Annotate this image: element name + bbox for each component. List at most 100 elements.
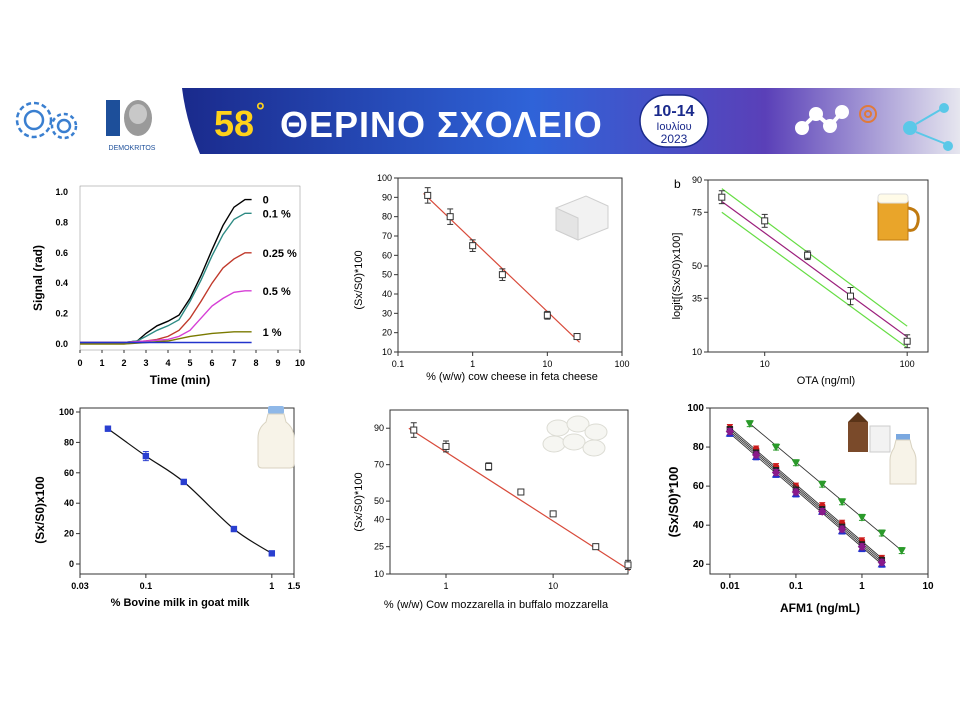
dairy-products-icon (848, 412, 917, 485)
x-tick-label: 100 (614, 359, 629, 369)
data-point (543, 311, 551, 319)
logo-caption: DEMOKRITOS (109, 145, 156, 152)
x-tick-label: 8 (253, 358, 258, 368)
series-annotation: 0.5 % (263, 286, 291, 298)
ylabel-signal: Signal (rad) (31, 245, 45, 311)
y-tick-label: 60 (64, 468, 74, 478)
data-point (837, 498, 847, 506)
data-point (442, 442, 450, 450)
ylabel-feta: (Sx/S0)*100 (353, 250, 365, 309)
y-tick-label: 70 (382, 231, 392, 241)
x-tick-label: 6 (209, 358, 214, 368)
y-tick-label: 25 (374, 542, 384, 552)
beer-mug-icon (877, 193, 920, 241)
gear-icon (859, 105, 877, 123)
y-tick-label: 50 (374, 496, 384, 506)
xlabel-bovine: % Bovine milk in goat milk (111, 597, 251, 609)
y-tick-label: 35 (692, 293, 702, 303)
gears-logo (15, 101, 78, 140)
y-tick-label: 75 (692, 207, 702, 217)
chart-afm1: 0.01 0.1 1 10 20 40 60 80 100 AFM1 (ng/mL) (Sx/S… (666, 403, 934, 615)
x-tick-label: 10 (542, 359, 552, 369)
y-tick-label: 40 (382, 289, 392, 299)
x-tick-label: 0.1 (392, 359, 405, 369)
data-point (230, 525, 238, 533)
xlabel-feta: % (w/w) cow cheese in feta cheese (426, 371, 598, 383)
ylabel-bovine: (Sx/S0)x100 (33, 476, 47, 544)
plot-frame (709, 407, 929, 575)
data-point (573, 333, 581, 341)
x-tick-label: 0.1 (789, 581, 803, 592)
y-tick-label: 50 (382, 270, 392, 280)
x-tick-label: 0.03 (71, 581, 89, 591)
chart-bovine-milk: 0.03 0.1 1 1.5 0 20 40 60 80 100 % Bovine milk in… (33, 406, 300, 609)
title-number: 58 (214, 103, 254, 144)
x-tick-label: 9 (275, 358, 280, 368)
y-tick-label: 0.4 (55, 278, 68, 288)
series-line (80, 331, 252, 345)
xlabel-afm1: AFM1 (ng/mL) (780, 601, 860, 615)
data-point (791, 459, 801, 467)
y-tick-label: 40 (64, 498, 74, 508)
data-point (857, 542, 867, 551)
data-point (549, 510, 557, 518)
y-tick-label: 80 (693, 442, 705, 453)
fit-curve (107, 428, 273, 554)
data-point (771, 443, 781, 452)
data-point (857, 514, 867, 522)
x-tick-label: 0.1 (140, 581, 153, 591)
y-tick-label: 20 (693, 559, 705, 570)
data-point (485, 462, 493, 470)
data-point (142, 452, 150, 460)
y-tick-label: 20 (64, 529, 74, 539)
x-tick-label: 1 (269, 581, 274, 591)
milk-bottle-icon (257, 406, 295, 469)
y-tick-label: 70 (374, 460, 384, 470)
y-tick-label: 20 (382, 328, 392, 338)
data-point (818, 480, 827, 489)
molecule-icon (795, 105, 849, 135)
data-point (498, 271, 506, 279)
feta-cheese-icon (555, 195, 609, 241)
y-tick-label: 100 (377, 173, 392, 183)
y-tick-label: 0.0 (55, 339, 68, 349)
y-tick-label: 0.8 (55, 217, 68, 227)
date-badge (639, 94, 709, 148)
data-point (725, 427, 735, 436)
x-tick-label: 10 (548, 581, 558, 591)
y-tick-label: 100 (59, 407, 74, 417)
y-tick-label: 10 (692, 347, 702, 357)
title-text: ΘΕΡΙΝΟ ΣΧΟΛΕΙΟ (280, 104, 603, 145)
data-point (410, 426, 418, 434)
x-tick-label: 1 (99, 358, 104, 368)
y-tick-label: 80 (382, 212, 392, 222)
mozzarella-icon (542, 415, 608, 457)
y-tick-label: 0 (69, 559, 74, 569)
y-tick-label: 0.6 (55, 248, 68, 258)
ylabel-afm1: (Sx/S0)*100 (666, 467, 681, 538)
chart-feta-cheese: 0.1 1 10 100 10 20 30 40 50 60 70 80 90 100 % (w/w) c… (353, 173, 630, 383)
y-tick-label: 1.0 (55, 187, 68, 197)
data-point (877, 558, 887, 567)
fit-line (721, 201, 908, 338)
y-tick-label: 40 (374, 514, 384, 524)
x-tick-label: 2 (121, 358, 126, 368)
confidence-band (721, 211, 908, 349)
y-tick-label: 80 (64, 437, 74, 447)
x-tick-label: 4 (165, 358, 170, 368)
x-tick-label: 5 (187, 358, 192, 368)
y-tick-label: 10 (382, 347, 392, 357)
panel-label-b: b (674, 177, 681, 191)
x-tick-label: 10 (295, 358, 305, 368)
data-point (446, 213, 454, 221)
y-tick-label: 30 (382, 308, 392, 318)
x-tick-label: 1 (444, 581, 449, 591)
y-tick-label: 60 (693, 481, 705, 492)
data-point (268, 550, 276, 557)
date-year: 2023 (661, 132, 688, 146)
chart-signal-time: 0 1 2 3 4 5 6 7 8 9 10 0.0 0.2 0.4 0.6 0.8 1.0 Time (min… (31, 185, 305, 387)
data-point (745, 420, 754, 428)
x-tick-label: 7 (231, 358, 236, 368)
y-tick-label: 50 (692, 261, 702, 271)
series-annotation: 0.25 % (263, 248, 297, 260)
